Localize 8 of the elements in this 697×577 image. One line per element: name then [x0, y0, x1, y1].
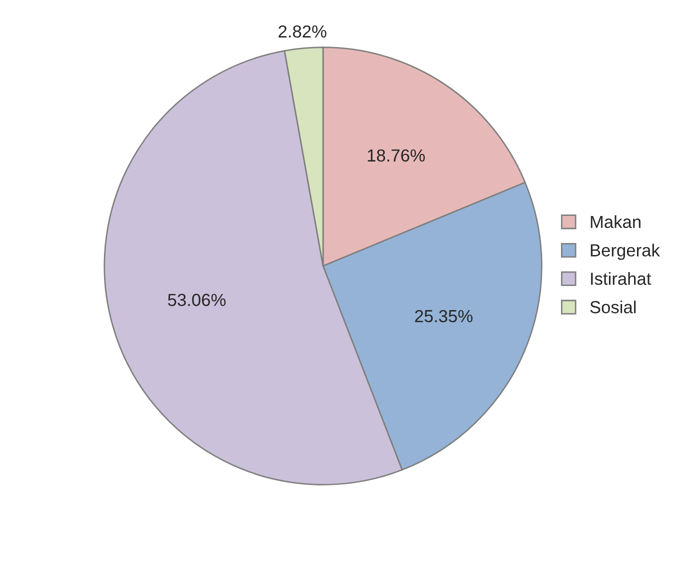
legend-label: Istirahat [591, 272, 652, 285]
legend-label: Makan [590, 215, 640, 228]
legend-label: Bergerak [590, 244, 660, 260]
data-label: 2.82% [278, 25, 326, 38]
legend-label: Sosial [590, 300, 636, 314]
data-label: 18.76% [368, 149, 425, 162]
data-label: 25.35% [415, 310, 472, 322]
data-label: 53.06% [168, 294, 226, 306]
